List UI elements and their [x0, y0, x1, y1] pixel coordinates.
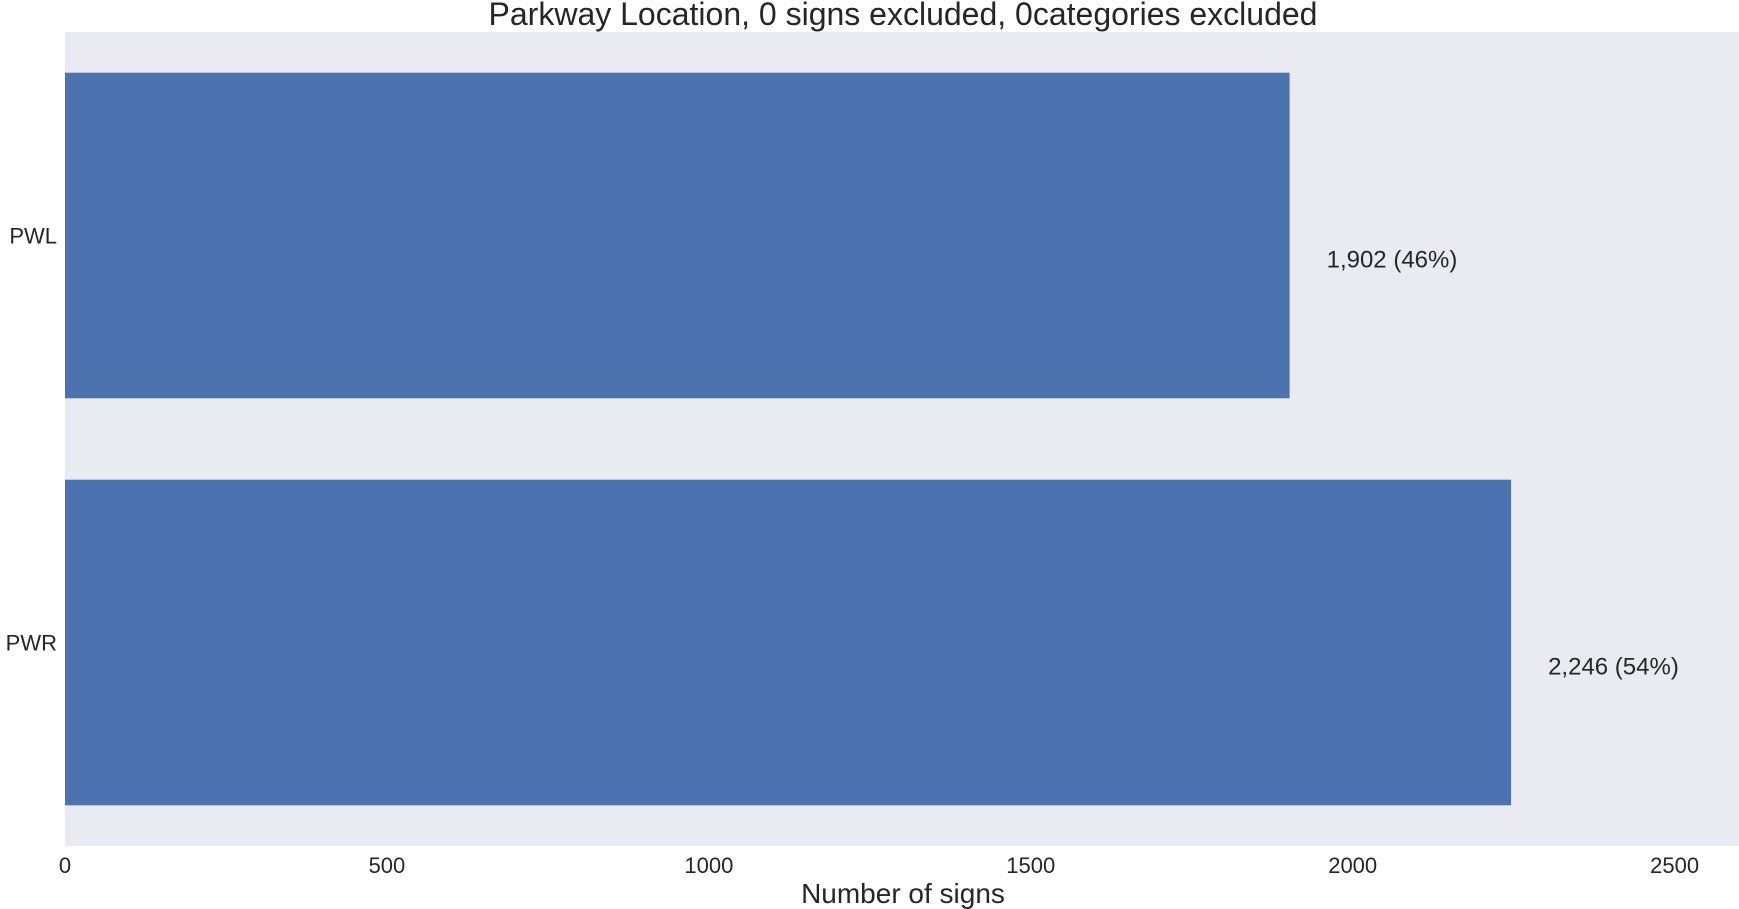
bars-group — [65, 72, 1512, 806]
bar-pwl — [65, 72, 1290, 399]
x-tick-label: 500 — [369, 853, 406, 878]
chart-title: Parkway Location, 0 signs excluded, 0cat… — [489, 0, 1318, 32]
bar-pwr — [65, 479, 1512, 806]
x-axis-label: Number of signs — [801, 878, 1005, 909]
x-tick-label: 2000 — [1328, 853, 1377, 878]
x-tick-label: 1000 — [684, 853, 733, 878]
x-tick-labels-group: 0 500 1000 1500 2000 2500 — [59, 853, 1699, 878]
x-tick-label: 1500 — [1006, 853, 1055, 878]
x-tick-label: 0 — [59, 853, 71, 878]
x-tick-label: 2500 — [1650, 853, 1699, 878]
data-label-pwl: 1,902 (46%) — [1327, 247, 1458, 274]
category-label-pwl: PWL — [9, 224, 57, 249]
data-label-pwr: 2,246 (54%) — [1548, 654, 1679, 681]
category-labels-group: PWL PWR — [6, 224, 57, 656]
category-label-pwr: PWR — [6, 631, 57, 656]
data-labels-group: 1,902 (46%) 2,246 (54%) — [1327, 247, 1679, 681]
